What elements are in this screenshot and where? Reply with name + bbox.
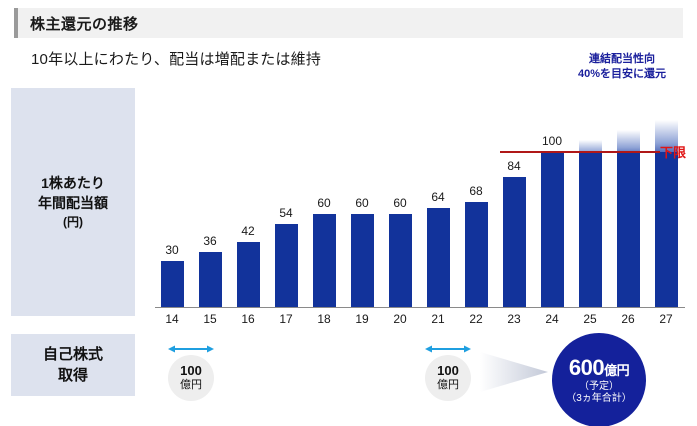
buyback-amount-2-value: 100 bbox=[437, 363, 459, 379]
bar-20 bbox=[389, 214, 412, 308]
x-tick-24: 24 bbox=[545, 312, 559, 326]
page-title: 株主還元の推移 bbox=[30, 16, 139, 33]
x-tick-21: 21 bbox=[431, 312, 445, 326]
buyback-label-line2: 取得 bbox=[57, 367, 88, 384]
header-band bbox=[14, 8, 683, 38]
x-tick-18: 18 bbox=[317, 312, 331, 326]
dividend-bar-chart: 30 36 42 54 60 60 60 64 68 84 100 bbox=[155, 88, 687, 308]
x-tick-15: 15 bbox=[203, 312, 217, 326]
subtitle: 10年以上にわたり、配当は増配または維持 bbox=[31, 51, 322, 68]
bar-value-label-19: 60 bbox=[355, 196, 369, 210]
buyback-label-box: 自己株式 取得 bbox=[11, 334, 135, 396]
bar-forecast-extension bbox=[655, 120, 678, 162]
bar-slot: 60 bbox=[383, 88, 417, 308]
total-buyback-note2: （3ヵ年合計） bbox=[566, 393, 632, 405]
bar-value-label-23: 84 bbox=[507, 159, 521, 173]
buyback-amount-1-unit: 億円 bbox=[180, 379, 202, 392]
bar-value-label-14: 30 bbox=[165, 243, 179, 257]
bar-slot: 68 bbox=[459, 88, 493, 308]
x-tick-16: 16 bbox=[241, 312, 255, 326]
buyback-amount-1: 100 億円 bbox=[168, 355, 214, 401]
bar-24 bbox=[541, 152, 564, 308]
dividend-label-line2: 年間配当額 bbox=[38, 195, 108, 212]
bar-17 bbox=[275, 224, 298, 308]
bar-slot: 60 bbox=[307, 88, 341, 308]
total-buyback-amount: 600億円 bbox=[568, 354, 630, 381]
bar-slot: 64 bbox=[421, 88, 455, 308]
x-tick-25: 25 bbox=[583, 312, 597, 326]
x-axis-line bbox=[155, 307, 685, 308]
total-buyback-note1: （予定） bbox=[579, 381, 619, 393]
bar-value-label-24: 100 bbox=[541, 134, 563, 148]
bar-27 bbox=[655, 152, 678, 308]
bar-slot: 54 bbox=[269, 88, 303, 308]
bar-value-label-15: 36 bbox=[203, 234, 217, 248]
buyback-range-arrow-2 bbox=[425, 344, 471, 354]
payout-ratio-note-line2: 40%を目安に還元 bbox=[577, 67, 667, 80]
bar-value-label-17: 54 bbox=[279, 206, 293, 220]
total-buyback-suffix: 億円 bbox=[604, 362, 630, 378]
progress-arrow-icon bbox=[480, 344, 572, 400]
bar-26 bbox=[617, 152, 640, 308]
dividend-floor-label: 下限 bbox=[660, 145, 687, 160]
buyback-amount-2: 100 億円 bbox=[425, 355, 471, 401]
buyback-label-line1: 自己株式 bbox=[42, 346, 103, 363]
total-buyback-value: 600 bbox=[568, 354, 605, 380]
bar-slot bbox=[611, 88, 645, 308]
bar-18 bbox=[313, 214, 336, 308]
bar-23 bbox=[503, 177, 526, 308]
buyback-range-arrow-1 bbox=[168, 344, 214, 354]
bar-slot: 100 bbox=[535, 88, 569, 308]
bar-slot: 30 bbox=[155, 88, 189, 308]
x-tick-26: 26 bbox=[621, 312, 635, 326]
bar-22 bbox=[465, 202, 488, 308]
bar-slot: 42 bbox=[231, 88, 265, 308]
x-tick-22: 22 bbox=[469, 312, 483, 326]
dividend-label-unit: (円) bbox=[63, 214, 83, 229]
x-tick-20: 20 bbox=[393, 312, 407, 326]
payout-ratio-note-line1: 連結配当性向 bbox=[589, 53, 655, 65]
bar-slot: 36 bbox=[193, 88, 227, 308]
bar-21 bbox=[427, 208, 450, 308]
payout-ratio-note: 連結配当性向 40%を目安に還元 bbox=[557, 52, 687, 82]
bar-slot: 84 bbox=[497, 88, 531, 308]
x-tick-23: 23 bbox=[507, 312, 521, 326]
bar-slot: 60 bbox=[345, 88, 379, 308]
dividend-label-line1: 1株あたり bbox=[41, 175, 105, 191]
header-accent-bar bbox=[14, 8, 18, 38]
dividend-label-box: 1株あたり 年間配当額 (円) bbox=[11, 88, 135, 316]
bar-value-label-16: 42 bbox=[241, 224, 255, 238]
bar-19 bbox=[351, 214, 374, 308]
buyback-amount-1-value: 100 bbox=[180, 363, 202, 379]
buyback-amount-2-unit: 億円 bbox=[437, 379, 459, 392]
bar-14 bbox=[161, 261, 184, 308]
bar-15 bbox=[199, 252, 222, 308]
bar-slot bbox=[649, 88, 683, 308]
total-buyback-circle: 600億円 （予定） （3ヵ年合計） bbox=[552, 333, 646, 426]
dividend-floor-line bbox=[500, 151, 660, 153]
bar-value-label-20: 60 bbox=[393, 196, 407, 210]
bar-value-label-22: 68 bbox=[469, 184, 483, 198]
x-tick-27: 27 bbox=[659, 312, 673, 326]
x-tick-19: 19 bbox=[355, 312, 369, 326]
x-tick-14: 14 bbox=[165, 312, 179, 326]
x-tick-17: 17 bbox=[279, 312, 293, 326]
bar-value-label-18: 60 bbox=[317, 196, 331, 210]
bar-25 bbox=[579, 152, 602, 308]
bar-slot bbox=[573, 88, 607, 308]
bar-value-label-21: 64 bbox=[431, 190, 445, 204]
bar-16 bbox=[237, 242, 260, 308]
